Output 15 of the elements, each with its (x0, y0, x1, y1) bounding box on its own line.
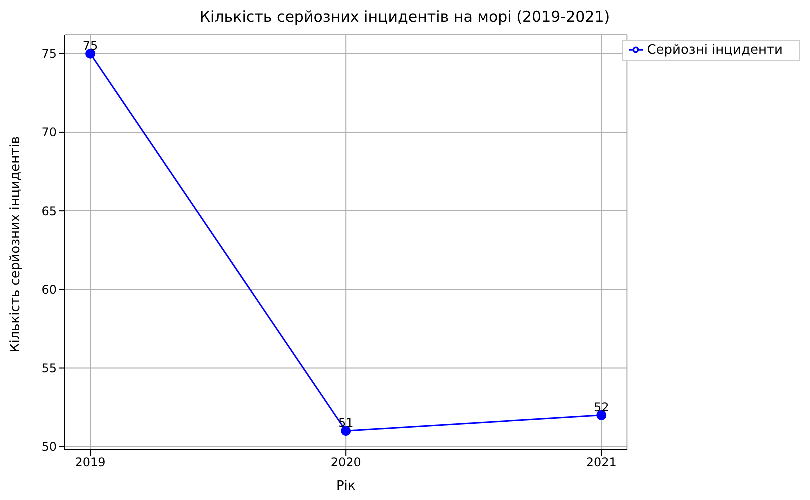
x-tick-label: 2020 (330, 456, 362, 470)
y-tick-label: 70 (42, 126, 57, 140)
y-tick-label: 55 (42, 362, 57, 376)
x-tick-label: 2021 (586, 456, 617, 470)
data-label: 75 (82, 38, 98, 53)
chart-title: Кількість серйозних інцидентів на морі (2019-2021) (198, 8, 612, 26)
y-tick-label: 65 (42, 204, 57, 218)
data-label: 52 (594, 400, 610, 414)
y-tick-label: 60 (42, 282, 57, 297)
x-axis-title: Рік (336, 479, 356, 494)
x-tick-label: 2019 (75, 456, 106, 470)
y-axis-title: Кількість серйозних інцидентів (8, 136, 24, 352)
legend-label: Серйозні інциденти (647, 43, 783, 58)
y-tick-label: 75 (42, 47, 57, 62)
y-tick-label: 50 (42, 440, 57, 454)
